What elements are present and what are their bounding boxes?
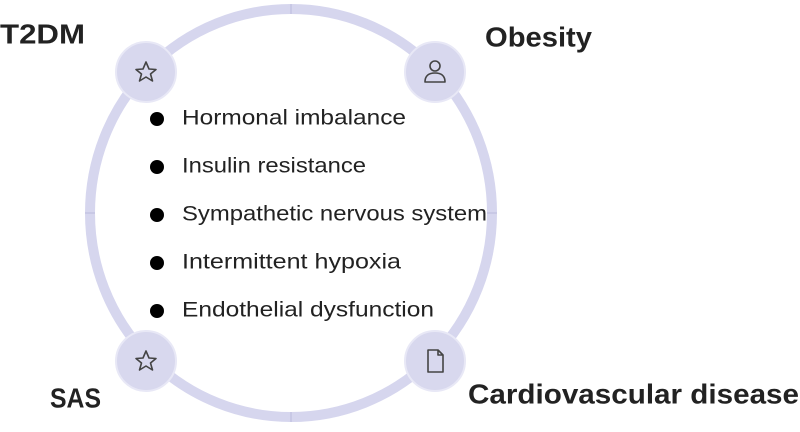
node-label: Cardiovascular disease: [468, 378, 799, 409]
node-label: T2DM: [0, 18, 85, 49]
node-label: Obesity: [485, 21, 592, 52]
bullet: [150, 304, 164, 318]
mechanism-item: Insulin resistance: [182, 155, 366, 178]
mechanism-list: Hormonal imbalance Insulin resistance Symp…: [150, 107, 487, 322]
mechanism-item: Endothelial dysfunction: [182, 299, 434, 322]
icon-cardiovascular: [404, 330, 466, 392]
bullet: [150, 208, 164, 222]
bullet: [150, 256, 164, 270]
mechanism-item: Sympathetic nervous system: [182, 203, 487, 226]
bullet: [150, 160, 164, 174]
icon-t2dm: [115, 41, 177, 103]
icon-obesity: [404, 41, 466, 103]
node-label: SAS: [50, 382, 101, 413]
ring-dividers: [85, 4, 497, 422]
icon-sas: [115, 330, 177, 392]
mechanism-item: Intermittent hypoxia: [182, 251, 401, 274]
mechanism-item: Hormonal imbalance: [182, 107, 406, 130]
bullet: [150, 112, 164, 126]
